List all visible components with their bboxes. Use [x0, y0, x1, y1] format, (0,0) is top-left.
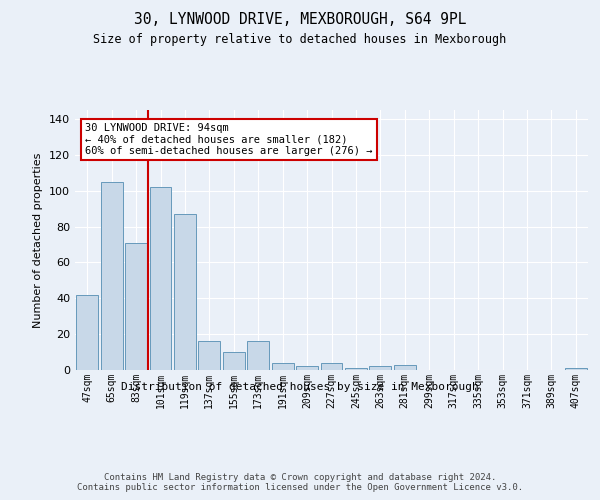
Y-axis label: Number of detached properties: Number of detached properties: [34, 152, 43, 328]
Bar: [199, 342, 220, 370]
Bar: [320, 363, 343, 370]
Bar: [149, 187, 172, 370]
Text: Size of property relative to detached houses in Mexborough: Size of property relative to detached ho…: [94, 32, 506, 46]
Bar: [223, 352, 245, 370]
Text: 30, LYNWOOD DRIVE, MEXBOROUGH, S64 9PL: 30, LYNWOOD DRIVE, MEXBOROUGH, S64 9PL: [134, 12, 466, 28]
Text: 30 LYNWOOD DRIVE: 94sqm
← 40% of detached houses are smaller (182)
60% of semi-d: 30 LYNWOOD DRIVE: 94sqm ← 40% of detache…: [85, 123, 373, 156]
Bar: [76, 294, 98, 370]
Bar: [370, 366, 391, 370]
Bar: [565, 368, 587, 370]
Bar: [125, 242, 147, 370]
Text: Contains HM Land Registry data © Crown copyright and database right 2024.
Contai: Contains HM Land Registry data © Crown c…: [77, 472, 523, 492]
Bar: [174, 214, 196, 370]
Bar: [272, 363, 293, 370]
Bar: [394, 364, 416, 370]
Bar: [345, 368, 367, 370]
Bar: [247, 342, 269, 370]
Bar: [296, 366, 318, 370]
Bar: [101, 182, 122, 370]
Text: Distribution of detached houses by size in Mexborough: Distribution of detached houses by size …: [121, 382, 479, 392]
